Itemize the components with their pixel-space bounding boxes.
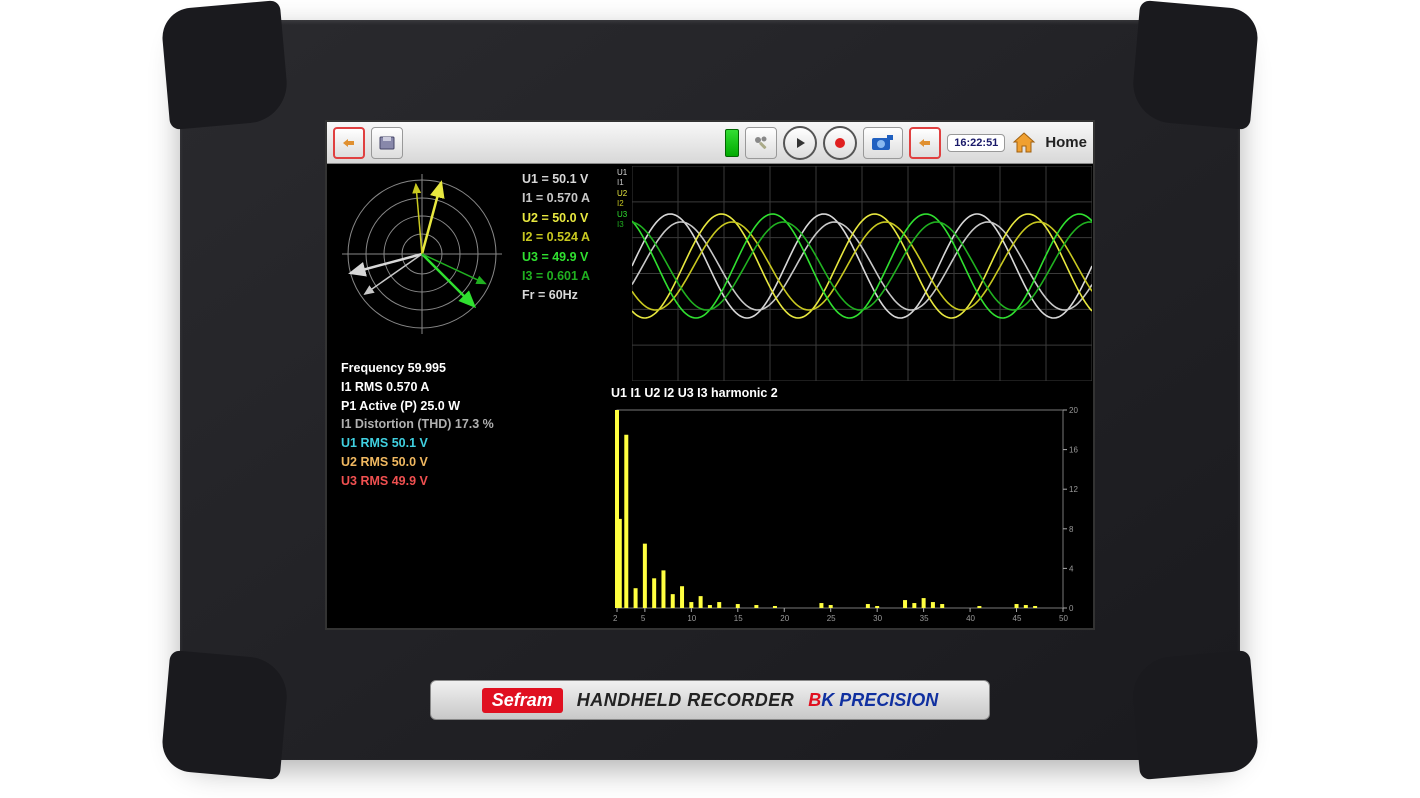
- disk-button[interactable]: [371, 127, 403, 159]
- settings-button[interactable]: [745, 127, 777, 159]
- svg-text:12: 12: [1069, 485, 1078, 494]
- measurement-row: I1 RMS 0.570 A: [341, 378, 494, 397]
- svg-text:15: 15: [734, 614, 743, 623]
- svg-text:10: 10: [687, 614, 696, 623]
- reading-row: I2 = 0.524 A: [522, 228, 590, 247]
- battery-icon: [725, 129, 739, 157]
- device-body: 16:22:51 Home U1 = 50.1 VI1 = 0.570 AU2 …: [180, 20, 1240, 760]
- wave-channel-label: I1: [617, 178, 627, 188]
- clock-time: 16:22:51: [954, 137, 998, 149]
- record-button[interactable]: [823, 126, 857, 160]
- svg-text:4: 4: [1069, 564, 1074, 573]
- home-label: Home: [1045, 134, 1087, 151]
- svg-text:45: 45: [1013, 614, 1022, 623]
- waveform-chart: [632, 166, 1092, 381]
- svg-text:25: 25: [827, 614, 836, 623]
- sefram-logo: Sefram: [482, 688, 563, 713]
- measurements-panel: Frequency 59.995I1 RMS 0.570 AP1 Active …: [341, 359, 494, 490]
- play-button[interactable]: [783, 126, 817, 160]
- reading-row: I3 = 0.601 A: [522, 267, 590, 286]
- back-button-2[interactable]: [909, 127, 941, 159]
- camera-button[interactable]: [863, 127, 903, 159]
- reading-row: U3 = 49.9 V: [522, 248, 590, 267]
- corner-bumper: [160, 650, 290, 780]
- wave-channel-label: U1: [617, 168, 627, 178]
- svg-text:16: 16: [1069, 446, 1078, 455]
- measurement-row: U2 RMS 50.0 V: [341, 453, 494, 472]
- reading-row: U1 = 50.1 V: [522, 170, 590, 189]
- bk-logo: BK PRECISION: [808, 690, 938, 711]
- measurement-row: U1 RMS 50.1 V: [341, 434, 494, 453]
- content-area: U1 = 50.1 VI1 = 0.570 AU2 = 50.0 VI2 = 0…: [327, 164, 1093, 628]
- lcd-screen: 16:22:51 Home U1 = 50.1 VI1 = 0.570 AU2 …: [325, 120, 1095, 630]
- waveform-channel-labels: U1I1U2I2U3I3: [617, 168, 627, 230]
- svg-text:0: 0: [1069, 604, 1074, 613]
- channel-readings: U1 = 50.1 VI1 = 0.570 AU2 = 50.0 VI2 = 0…: [522, 170, 590, 306]
- harmonic-title: U1 I1 U2 I2 U3 I3 harmonic 2: [611, 386, 778, 400]
- phasor-diagram: [327, 164, 517, 344]
- measurement-row: U3 RMS 49.9 V: [341, 472, 494, 491]
- measurement-row: P1 Active (P) 25.0 W: [341, 397, 494, 416]
- svg-text:8: 8: [1069, 525, 1074, 534]
- back-button[interactable]: [333, 127, 365, 159]
- toolbar: 16:22:51 Home: [327, 122, 1093, 164]
- corner-bumper: [1130, 0, 1260, 130]
- wave-channel-label: U3: [617, 210, 627, 220]
- product-title: HANDHELD RECORDER: [577, 690, 795, 711]
- measurement-row: I1 Distortion (THD) 17.3 %: [341, 415, 494, 434]
- wave-channel-label: I3: [617, 220, 627, 230]
- svg-text:30: 30: [873, 614, 882, 623]
- svg-text:5: 5: [641, 614, 646, 623]
- corner-bumper: [1130, 650, 1260, 780]
- harmonic-chart: 04812162025101520253035404550: [611, 404, 1091, 626]
- home-icon: [1011, 130, 1037, 156]
- svg-text:35: 35: [920, 614, 929, 623]
- wave-channel-label: I2: [617, 199, 627, 209]
- corner-bumper: [160, 0, 290, 130]
- reading-row: U2 = 50.0 V: [522, 209, 590, 228]
- home-button[interactable]: Home: [1011, 130, 1087, 156]
- wave-channel-label: U2: [617, 189, 627, 199]
- reading-row: Fr = 60Hz: [522, 286, 590, 305]
- svg-text:20: 20: [780, 614, 789, 623]
- clock-display: 16:22:51: [947, 134, 1005, 152]
- svg-text:40: 40: [966, 614, 975, 623]
- measurement-row: Frequency 59.995: [341, 359, 494, 378]
- branding-strip: Sefram HANDHELD RECORDER BK PRECISION: [430, 680, 990, 720]
- svg-text:50: 50: [1059, 614, 1068, 623]
- reading-row: I1 = 0.570 A: [522, 189, 590, 208]
- svg-text:2: 2: [613, 614, 618, 623]
- svg-text:20: 20: [1069, 406, 1078, 415]
